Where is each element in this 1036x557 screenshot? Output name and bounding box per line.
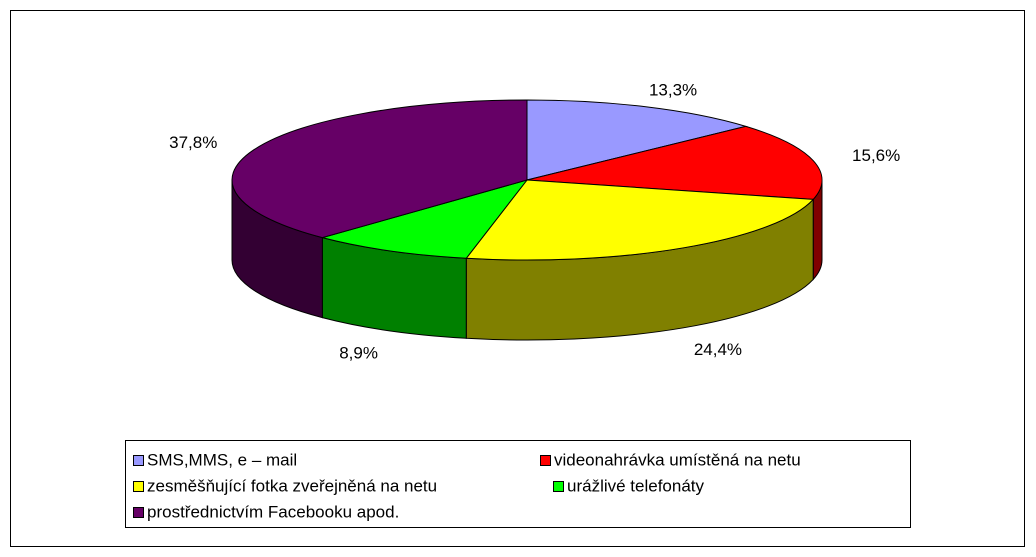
legend-swatch [553, 481, 564, 492]
legend-box [125, 440, 911, 528]
legend-swatch [133, 455, 144, 466]
legend-swatch [540, 455, 551, 466]
data-label: 8,9% [339, 344, 378, 363]
data-label: 15,6% [852, 146, 900, 165]
legend-label: prostřednictvím Facebooku apod. [147, 502, 399, 521]
data-label: 37,8% [169, 133, 217, 152]
data-label: 24,4% [694, 340, 742, 359]
data-label: 13,3% [649, 80, 697, 99]
pie-slice [526, 99, 748, 181]
legend-label: urážlivé telefonáty [567, 476, 705, 495]
pie-slice [231, 99, 528, 239]
pie-slice [526, 125, 823, 200]
legend-label: SMS,MMS, e – mail [147, 450, 297, 469]
legend-swatch [133, 481, 144, 492]
pie-slice [465, 179, 815, 261]
legend-label: zesměšňující fotka zveřejněná na netu [147, 476, 437, 495]
pie-slice [320, 179, 529, 259]
legend-label: videonahrávka umístěná na netu [554, 450, 801, 469]
legend-swatch [133, 507, 144, 518]
